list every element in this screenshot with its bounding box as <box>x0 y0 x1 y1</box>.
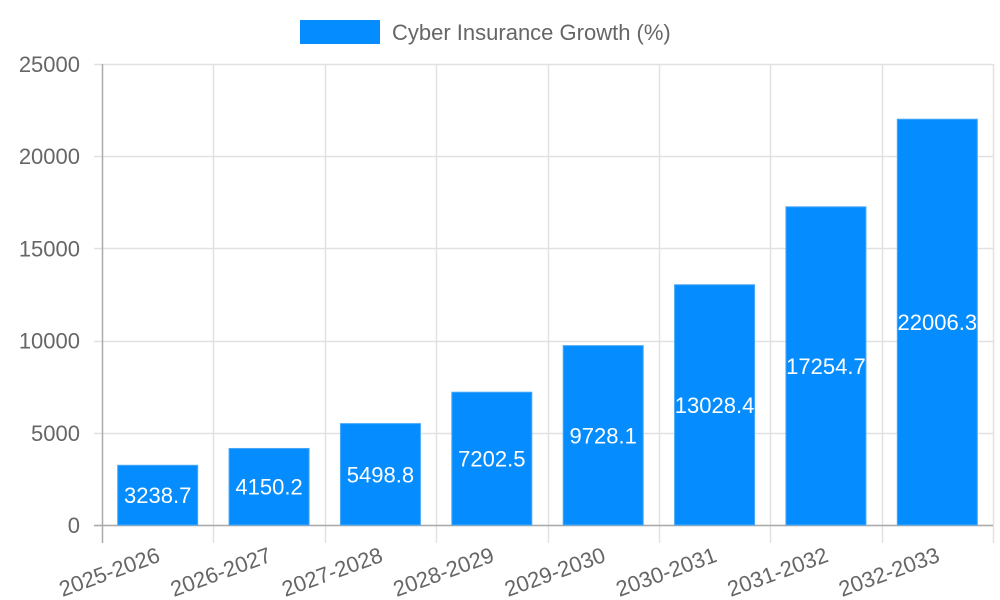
bar-group[interactable]: 5498.8 <box>339 423 421 526</box>
bar[interactable] <box>562 345 644 526</box>
bar-value-label: 3238.7 <box>124 483 191 508</box>
bar-value-label: 5498.8 <box>347 462 414 487</box>
bar[interactable] <box>674 284 756 526</box>
bar[interactable] <box>228 447 310 526</box>
bar-value-label: 17254.7 <box>786 354 866 379</box>
bar-value-label: 13028.4 <box>675 393 755 418</box>
bar-value-label: 7202.5 <box>458 447 525 472</box>
x-axis-ticks: 2025-2026 2026-2027 2027-2028 2028-2029 2029… <box>56 542 943 600</box>
y-tick-label: 0 <box>68 513 80 538</box>
legend-label: Cyber Insurance Growth (%) <box>392 20 671 45</box>
x-tick-label: 2027-2028 <box>278 542 385 600</box>
y-tick-label: 15000 <box>19 236 80 261</box>
bar[interactable] <box>117 464 199 526</box>
x-tick-label: 2028-2029 <box>390 542 497 600</box>
bar-group[interactable]: 22006.3 <box>896 118 978 526</box>
bar[interactable] <box>339 423 421 526</box>
y-tick-label: 10000 <box>19 329 80 354</box>
x-tick-label: 2025-2026 <box>56 542 163 600</box>
bar-group[interactable]: 13028.4 <box>674 284 756 526</box>
bar[interactable] <box>785 206 867 526</box>
y-tick-label: 25000 <box>19 52 80 77</box>
x-tick-label: 2032-2033 <box>835 542 942 600</box>
bar[interactable] <box>896 118 978 526</box>
gridlines <box>94 63 995 543</box>
bar-group[interactable]: 17254.7 <box>785 206 867 526</box>
bar-value-label: 4150.2 <box>235 475 302 500</box>
legend[interactable]: Cyber Insurance Growth (%) <box>300 20 671 45</box>
bars: 3238.7 4150.2 5498.8 7202.5 9728.1 13028.4 172… <box>117 118 978 526</box>
x-tick-label: 2030-2031 <box>613 542 720 600</box>
y-tick-label: 5000 <box>31 421 80 446</box>
bar-value-label: 22006.3 <box>898 310 978 335</box>
y-tick-label: 20000 <box>19 144 80 169</box>
x-tick-label: 2026-2027 <box>167 542 274 600</box>
bar[interactable] <box>451 391 533 526</box>
bar-group[interactable]: 9728.1 <box>562 345 644 526</box>
y-axis-ticks: 0 5000 10000 15000 20000 25000 <box>19 52 80 538</box>
bar-group[interactable]: 3238.7 <box>117 464 199 526</box>
x-tick-label: 2029-2030 <box>501 542 608 600</box>
bar-group[interactable]: 4150.2 <box>228 447 310 526</box>
legend-swatch <box>300 20 380 44</box>
bar-group[interactable]: 7202.5 <box>451 391 533 526</box>
x-tick-label: 2031-2032 <box>724 542 831 600</box>
bar-value-label: 9728.1 <box>570 423 637 448</box>
